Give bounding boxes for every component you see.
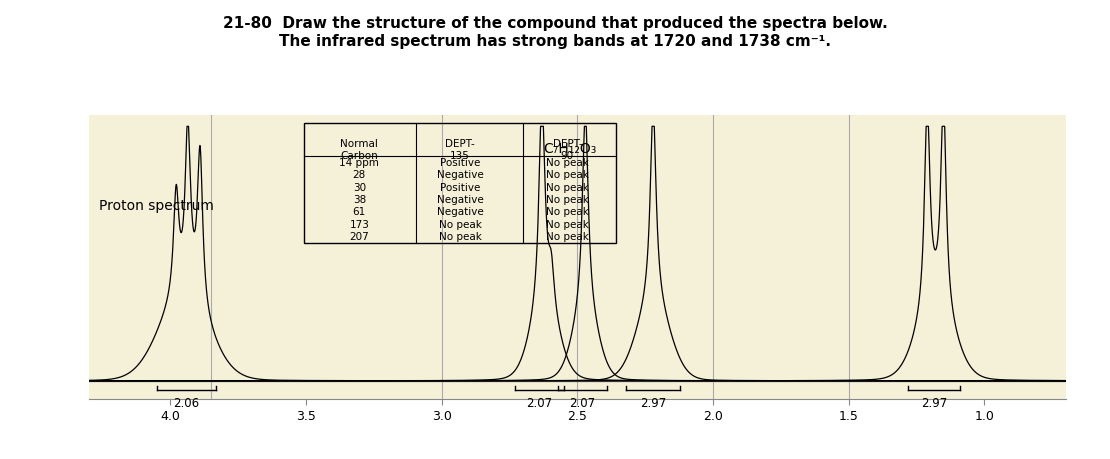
Text: 2.06: 2.06 <box>173 397 200 410</box>
Text: Negative: Negative <box>436 195 483 205</box>
Text: No peak: No peak <box>546 183 589 193</box>
Text: Normal
Carbon: Normal Carbon <box>341 139 379 161</box>
Text: C₇H₁₂O₃: C₇H₁₂O₃ <box>543 142 596 156</box>
Text: No peak: No peak <box>546 207 589 218</box>
Text: 207: 207 <box>350 232 370 242</box>
Text: Negative: Negative <box>436 207 483 218</box>
Text: DEPT-
135: DEPT- 135 <box>445 139 475 161</box>
Text: No peak: No peak <box>546 195 589 205</box>
Text: 28: 28 <box>353 170 366 180</box>
Text: No peak: No peak <box>438 232 482 242</box>
Text: No peak: No peak <box>546 158 589 168</box>
Text: 2.07: 2.07 <box>526 397 553 410</box>
Text: No peak: No peak <box>546 170 589 180</box>
Text: 2.97: 2.97 <box>921 397 947 410</box>
Text: 38: 38 <box>353 195 366 205</box>
Text: 14 ppm: 14 ppm <box>340 158 380 168</box>
Text: The infrared spectrum has strong bands at 1720 and 1738 cm⁻¹.: The infrared spectrum has strong bands a… <box>279 34 831 50</box>
Text: Positive: Positive <box>440 183 481 193</box>
Text: 61: 61 <box>353 207 366 218</box>
Text: 21-80  Draw the structure of the compound that produced the spectra below.: 21-80 Draw the structure of the compound… <box>223 16 887 31</box>
Text: No peak: No peak <box>546 220 589 230</box>
Text: 173: 173 <box>350 220 370 230</box>
Text: No peak: No peak <box>546 232 589 242</box>
Text: Positive: Positive <box>440 158 481 168</box>
Text: No peak: No peak <box>438 220 482 230</box>
Text: 2.07: 2.07 <box>569 397 596 410</box>
Text: DEPT-
90: DEPT- 90 <box>553 139 583 161</box>
Text: Proton spectrum: Proton spectrum <box>99 199 213 213</box>
Text: 30: 30 <box>353 183 366 193</box>
Bar <box>304 123 616 243</box>
Text: 2.97: 2.97 <box>640 397 666 410</box>
Text: Negative: Negative <box>436 170 483 180</box>
